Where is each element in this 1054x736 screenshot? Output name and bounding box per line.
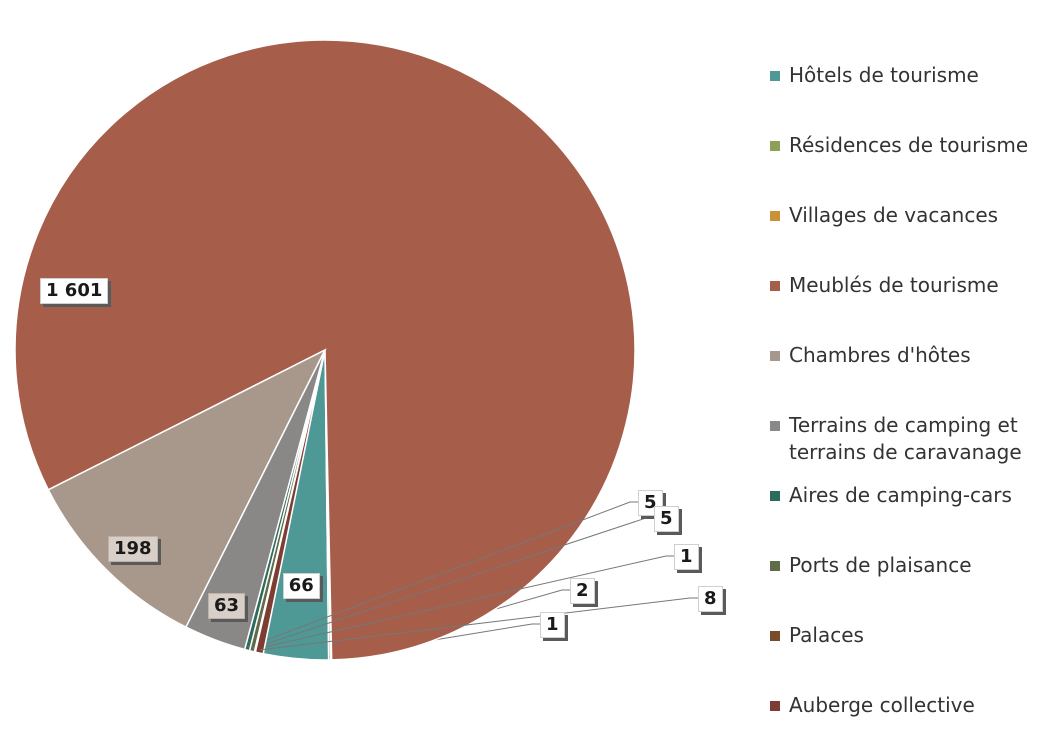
legend-swatch <box>770 71 780 81</box>
legend-item: Villages de vacances <box>770 202 998 229</box>
legend-item: Résidences de tourisme <box>770 132 1028 159</box>
leader-line <box>247 501 638 648</box>
leader-line <box>255 555 674 650</box>
data-label: 63 <box>208 592 246 619</box>
legend-item: Palaces <box>770 622 864 649</box>
legend-label: Chambres d'hôtes <box>789 343 971 367</box>
legend-swatch <box>770 631 780 641</box>
legend-label: Aires de camping-cars <box>789 483 1012 507</box>
pie-slice <box>254 349 326 655</box>
legend-label: Meublés de tourisme <box>789 273 999 297</box>
legend-item: Hôtels de tourisme <box>770 62 979 89</box>
legend-item: Chambres d'hôtes <box>770 342 971 369</box>
legend-label: Hôtels de tourisme <box>789 63 979 87</box>
legend-label: Terrains de camping et terrains de carav… <box>789 413 1022 464</box>
legend-label: Palaces <box>789 623 864 647</box>
leader-line <box>259 597 698 651</box>
legend-label: Auberge collective <box>789 693 975 717</box>
legend-item: Aires de camping-cars <box>770 482 1012 509</box>
data-label: 1 <box>674 544 699 570</box>
legend-swatch <box>770 701 780 711</box>
chart-legend: Hôtels de tourisme Résidences de tourisme… <box>770 0 1054 736</box>
data-label: 1 <box>540 612 565 638</box>
data-label: 66 <box>282 572 320 599</box>
legend-swatch <box>770 561 780 571</box>
data-label: 198 <box>108 535 158 562</box>
legend-label: Résidences de tourisme <box>789 133 1029 157</box>
legend-label: Villages de vacances <box>789 203 999 227</box>
data-label: 2 <box>570 578 595 604</box>
legend-swatch <box>770 211 780 221</box>
legend-item: Meublés de tourisme <box>770 272 999 299</box>
data-label: 5 <box>654 506 679 532</box>
legend-label: Ports de plaisance <box>789 553 972 577</box>
legend-swatch <box>770 141 780 151</box>
pie-chart <box>14 39 698 661</box>
legend-swatch <box>770 281 780 291</box>
leader-line <box>252 517 654 649</box>
data-label: 1 601 <box>40 278 109 304</box>
legend-swatch <box>770 491 780 501</box>
legend-swatch <box>770 421 780 431</box>
legend-swatch <box>770 351 780 361</box>
legend-item: Terrains de camping et terrains de carav… <box>770 412 1022 466</box>
legend-item: Auberge collective <box>770 692 975 719</box>
legend-item: Ports de plaisance <box>770 552 972 579</box>
data-label: 8 <box>698 586 723 612</box>
